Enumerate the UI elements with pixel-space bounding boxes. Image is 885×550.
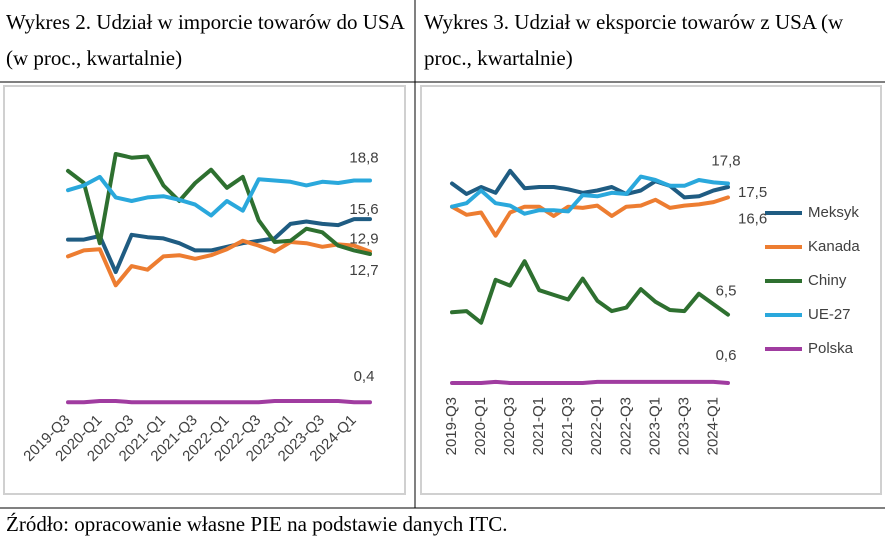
legend-label: UE-27 [808,306,851,323]
data-label: 0,4 [354,368,375,385]
x-tick-label: 2020-Q3 [501,397,518,455]
x-tick-label: 2023-Q3 [675,397,692,455]
data-label: 12,7 [349,262,378,279]
line [66,217,372,275]
x-tick-label: 2020-Q1 [472,397,489,455]
line [450,195,730,238]
line [450,168,730,200]
legend-label: Polska [808,340,854,357]
data-label: 17,8 [711,152,740,169]
data-label: 6,5 [716,283,737,300]
chart-title: Wykres 3. Udział w eksporcie towarów z U… [424,10,844,70]
x-tick-label: 2021-Q3 [559,397,576,455]
data-label: 12,9 [349,231,378,248]
line [66,152,372,256]
data-label: 15,6 [349,201,378,218]
line [450,379,730,385]
data-label: 17,5 [738,184,767,201]
line [66,238,372,288]
x-tick-label: 2022-Q1 [588,397,605,455]
data-label: 16,6 [738,210,767,227]
legend-label: Meksyk [808,204,859,221]
x-tick-label: 2024-Q1 [704,397,721,455]
chart-title: Wykres 2. Udział w imporcie towarów do U… [6,10,404,70]
line [450,174,730,216]
line [66,174,372,218]
legend-label: Kanada [808,238,860,255]
chart-frame [420,85,882,495]
x-tick-label: 2021-Q1 [530,397,547,455]
x-tick-label: 2022-Q3 [617,397,634,455]
source: Źródło: opracowanie własne PIE na podsta… [6,512,508,536]
line [450,259,730,325]
legend-label: Chiny [808,272,847,289]
line [66,399,372,405]
data-label: 0,6 [716,347,737,364]
x-tick-label: 2023-Q1 [646,397,663,455]
x-tick-label: 2019-Q3 [443,397,460,455]
data-label: 18,8 [349,150,378,167]
chart-frame [3,85,406,495]
